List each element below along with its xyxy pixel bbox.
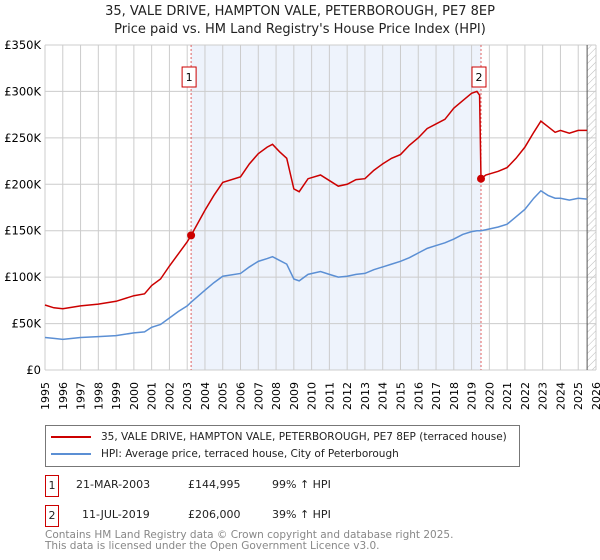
chart-subtitle: Price paid vs. HM Land Registry's House … [114, 22, 486, 37]
x-tick-label: 2022 [519, 382, 532, 410]
x-tick-label: 2018 [448, 382, 461, 410]
x-tick-label: 2013 [359, 382, 372, 410]
x-tick-label: 2002 [163, 382, 176, 410]
legend: 35, VALE DRIVE, HAMPTON VALE, PETERBOROU… [45, 425, 520, 467]
x-tick-label: 2014 [377, 382, 390, 410]
x-tick-label: 2019 [466, 382, 479, 410]
chart-title: 35, VALE DRIVE, HAMPTON VALE, PETERBOROU… [105, 4, 495, 19]
footer-line: This data is licensed under the Open Gov… [45, 540, 380, 552]
legend-item-property: 35, VALE DRIVE, HAMPTON VALE, PETERBOROU… [51, 429, 507, 445]
transaction-row: 1 21-MAR-2003 £144,995 99% ↑ HPI [45, 475, 445, 497]
property-price-line [44, 90, 588, 310]
x-tick-label: 1998 [92, 382, 105, 410]
transaction-date: 11-JUL-2019 [82, 508, 150, 521]
x-tick-label: 2011 [323, 382, 336, 410]
sale-marker-label: 1 [186, 71, 193, 84]
y-tick-label: £300K [4, 84, 41, 98]
x-tick-label: 1999 [110, 382, 123, 410]
x-tick-label: 1997 [75, 382, 88, 410]
x-tick-label: 2026 [590, 382, 600, 410]
marker-badge: 1 [45, 475, 59, 497]
x-tick-label: 2009 [288, 382, 301, 410]
marker-badge: 2 [45, 505, 59, 527]
footer-line: Contains HM Land Registry data © Crown c… [45, 529, 454, 541]
transaction-hpi: 99% ↑ HPI [272, 478, 331, 491]
x-tick-label: 1996 [57, 382, 70, 410]
x-tick-label: 2006 [235, 382, 248, 410]
x-tick-label: 2023 [537, 382, 550, 410]
y-tick-label: £250K [4, 131, 41, 145]
y-tick-label: £100K [4, 270, 41, 284]
x-tick-label: 2001 [146, 382, 159, 410]
x-tick-label: 2007 [252, 382, 265, 410]
price-chart: 1995 1996 1997 1998 1999 2000 2001 2002 2003 2004… [4, 38, 600, 410]
transaction-price: £206,000 [188, 508, 241, 521]
x-tick-label: 2012 [341, 382, 354, 410]
sale-point [477, 174, 486, 183]
x-tick-label: 2000 [128, 382, 141, 410]
y-tick-label: £350K [4, 38, 41, 52]
transaction-date: 21-MAR-2003 [76, 478, 151, 491]
y-tick-label: £150K [4, 224, 41, 238]
sale-marker-badge [471, 66, 487, 88]
x-tick-label: 2008 [270, 382, 283, 410]
footer: Contains HM Land Registry data © Crown c… [45, 530, 453, 552]
x-tick-label: 2021 [501, 382, 514, 410]
forecast-hatch [587, 45, 596, 370]
transaction-hpi: 39% ↑ HPI [272, 508, 331, 521]
y-tick-label: £200K [4, 177, 41, 191]
legend-label: 35, VALE DRIVE, HAMPTON VALE, PETERBOROU… [101, 431, 507, 443]
x-tick-label: 2003 [181, 382, 194, 410]
x-tick-label: 1995 [39, 382, 52, 410]
legend-label: HPI: Average price, terraced house, City… [101, 448, 399, 460]
sale-point [187, 231, 196, 240]
sale-marker-badge [181, 66, 197, 88]
x-tick-label: 2004 [199, 382, 212, 410]
x-tick-label: 2017 [430, 382, 443, 410]
transaction-row: 2 11-JUL-2019 £206,000 39% ↑ HPI [45, 505, 445, 527]
shaded-period [191, 45, 482, 370]
x-tick-label: 2020 [483, 382, 496, 410]
legend-item-hpi: HPI: Average price, terraced house, City… [51, 446, 399, 462]
x-tick-label: 2005 [217, 382, 230, 410]
x-tick-label: 2024 [554, 382, 567, 410]
x-tick-label: 2016 [412, 382, 425, 410]
x-tick-label: 2025 [572, 382, 585, 410]
x-tick-label: 2015 [394, 382, 407, 410]
transaction-price: £144,995 [188, 478, 241, 491]
y-tick-label: £50K [12, 317, 42, 331]
x-tick-label: 2010 [306, 382, 319, 410]
y-tick-label: £0 [26, 363, 41, 377]
sale-marker-label: 2 [476, 71, 483, 84]
legend-swatch-red [51, 436, 91, 438]
legend-swatch-blue [51, 453, 91, 455]
hpi-line [44, 189, 588, 341]
